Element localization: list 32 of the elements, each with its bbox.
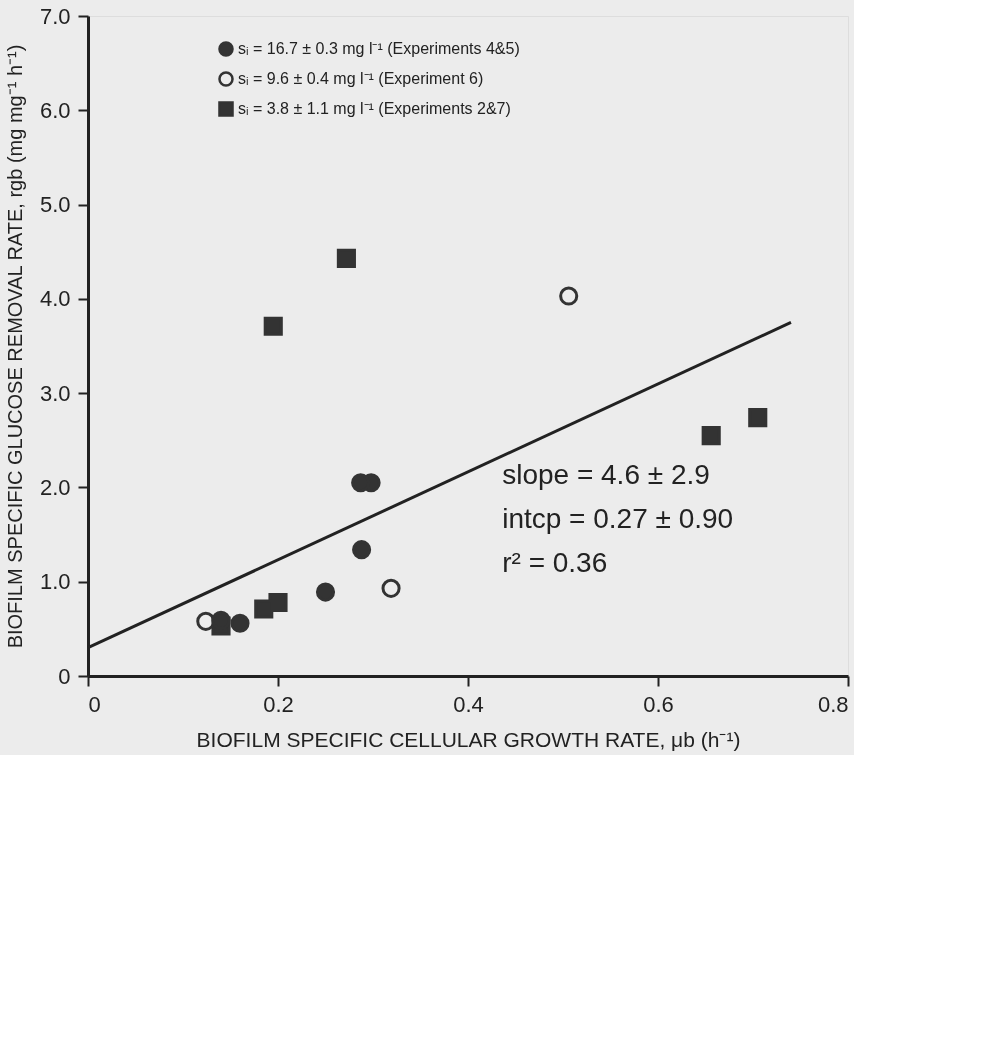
y-tick-label: 6.0	[39, 97, 71, 123]
annotation: r² = 0.36	[502, 547, 608, 578]
y-tick-label: 2.0	[39, 474, 71, 500]
point	[336, 248, 356, 268]
point	[254, 599, 274, 619]
y-tick-label: 4.0	[39, 286, 71, 312]
point	[748, 408, 768, 428]
point	[352, 540, 372, 560]
x-tick-label: 0.8	[817, 691, 849, 717]
y-tick-label: 1.0	[39, 569, 71, 595]
y-tick-label: 3.0	[39, 380, 71, 406]
x-tick-label: 0.2	[263, 691, 294, 717]
point	[559, 286, 579, 306]
point	[315, 582, 336, 602]
legend-label: sᵢ = 3.8 ± 1.1 mg l⁻¹ (Experiments 2&7)	[238, 100, 511, 117]
annotation: slope = 4.6 ± 2.9	[502, 459, 710, 490]
x-tick-label: 0	[88, 691, 101, 717]
x-tick-label: 0.6	[643, 691, 674, 717]
annotation: intcp = 0.27 ± 0.90	[502, 503, 734, 534]
y-axis-title: BIOFILM SPECIFIC GLUCOSE REMOVAL RATE, rgb (mg mg⁻¹ h⁻¹)	[3, 44, 26, 649]
point	[263, 316, 283, 336]
y-tick-label: 5.0	[39, 192, 71, 218]
point	[196, 611, 216, 631]
point	[381, 578, 401, 598]
point	[701, 426, 721, 446]
x-tick-label: 0.4	[453, 691, 484, 717]
y-tick-label: 0	[58, 663, 71, 689]
legend-label: sᵢ = 16.7 ± 0.3 mg l⁻¹ (Experiments 4&5)	[238, 40, 520, 57]
x-axis-title: BIOFILM SPECIFIC CELLULAR GROWTH RATE, μb (h⁻¹)	[196, 727, 741, 751]
point	[230, 613, 250, 633]
y-tick-label: 7.0	[39, 3, 71, 29]
legend-label: sᵢ = 9.6 ± 0.4 mg l⁻¹ (Experiment 6)	[238, 70, 484, 87]
